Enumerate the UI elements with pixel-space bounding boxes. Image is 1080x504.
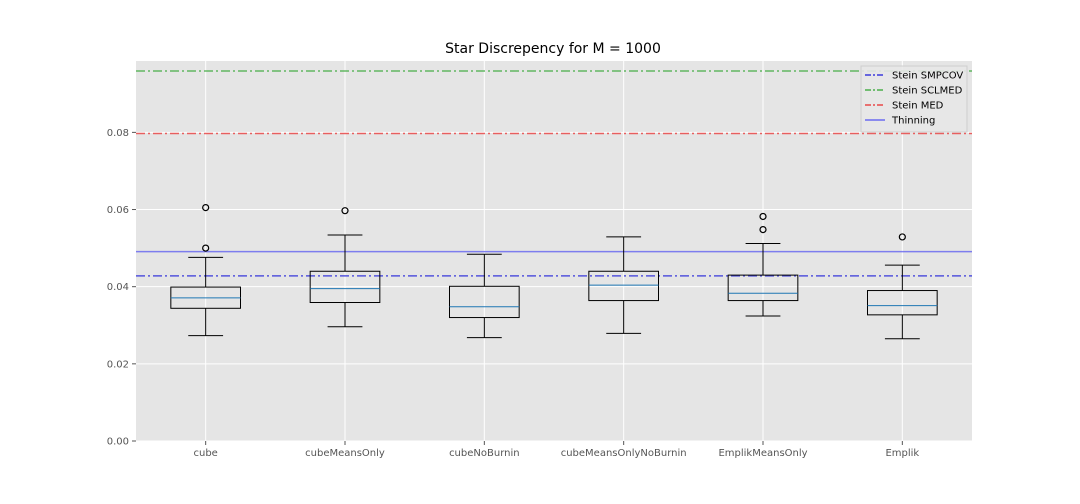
legend-label: Stein SMPCOV (892, 71, 963, 82)
box-cube (170, 203, 241, 337)
box-cubeMeansOnlyNoBurnin (588, 236, 659, 334)
box-Emplik (867, 233, 938, 340)
legend-label: Thinning (891, 116, 935, 127)
iqr-box (588, 270, 659, 302)
y-tick-label: 0.06 (107, 205, 129, 216)
iqr-box (867, 290, 938, 316)
x-tick-label: cubeNoBurnin (449, 448, 520, 459)
x-axis: cube cubeMeansOnly cubeNoBurnin cubeMeansOn… (193, 441, 919, 459)
boxes (170, 203, 938, 340)
y-tick-label: 0.04 (107, 282, 129, 293)
outlier-point (202, 244, 210, 252)
legend-label: Stein MED (892, 101, 944, 112)
y-tick-label: 0.02 (107, 359, 129, 370)
outlier-point (759, 225, 767, 234)
legend-label: Stein SCLMED (892, 86, 963, 97)
x-tick-label: cube (193, 448, 217, 459)
x-tick-label: EmplikMeansOnly (718, 448, 807, 459)
outlier-point (759, 212, 767, 221)
iqr-box (309, 270, 381, 304)
x-tick-label: cubeMeansOnlyNoBurnin (561, 448, 687, 459)
y-tick-label: 0.08 (107, 128, 129, 139)
x-tick-label: Emplik (885, 448, 919, 459)
box-cubeMeansOnly (309, 207, 381, 328)
box-EmplikMeansOnly (727, 212, 799, 317)
reference-lines (136, 70, 972, 277)
chart-title: Star Discrepency for M = 1000 (445, 41, 661, 57)
outlier-point (341, 207, 349, 215)
iqr-box (727, 274, 799, 302)
iqr-box (449, 285, 520, 319)
x-tick-label: cubeMeansOnly (305, 448, 385, 459)
y-axis: 0.00 0.02 0.04 0.06 0.08 (107, 128, 136, 448)
outlier-point (202, 203, 210, 212)
box-cubeNoBurnin (449, 253, 520, 339)
legend: Stein SMPCOV Stein SCLMED Stein MED Thinnin… (860, 65, 968, 133)
legend-frame (860, 65, 968, 133)
y-tick-label: 0.00 (107, 437, 129, 448)
outlier-point (898, 233, 906, 241)
